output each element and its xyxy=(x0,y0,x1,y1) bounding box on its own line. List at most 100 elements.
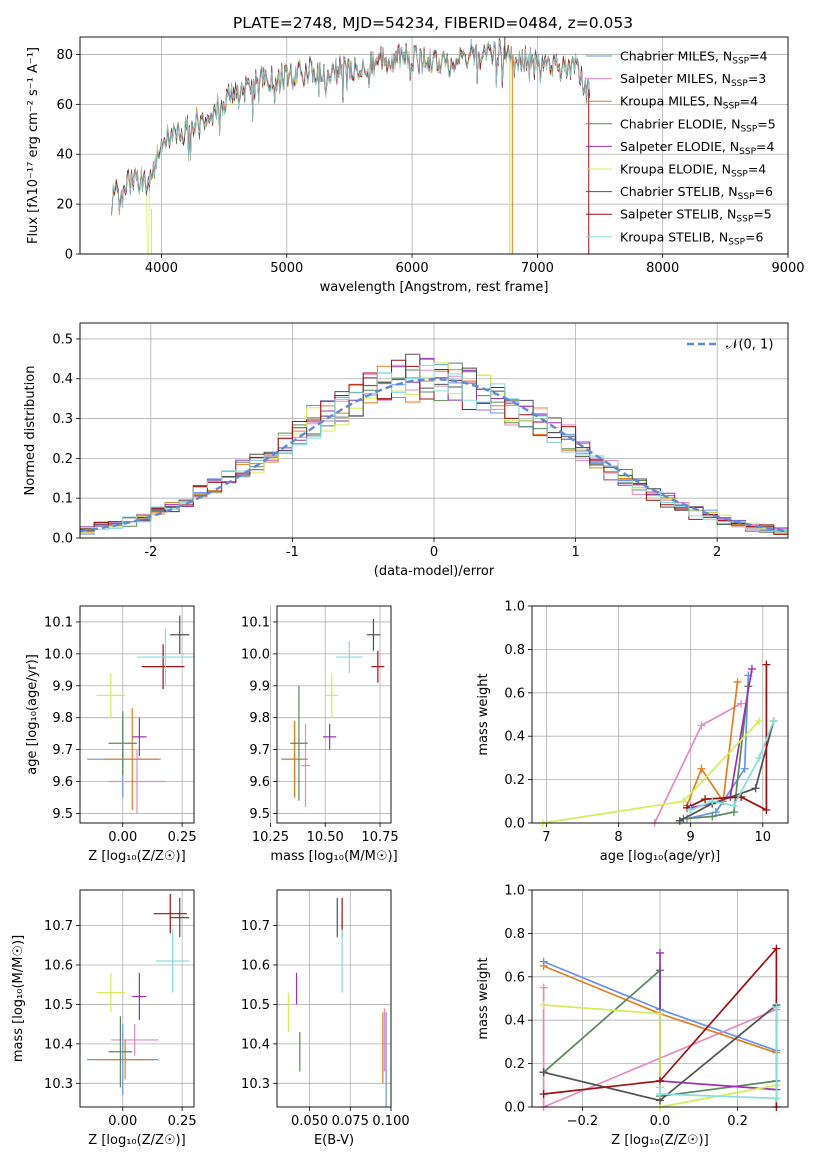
y-tick-label: 0.5 xyxy=(52,332,73,347)
series-marker xyxy=(656,1009,664,1018)
y-tick-label: 0.2 xyxy=(504,1057,525,1072)
legend-label: Chabrier MILES, NSSP=4 xyxy=(620,49,768,67)
series-marker xyxy=(740,764,749,773)
series-line xyxy=(686,681,739,806)
y-tick-label: 9.5 xyxy=(52,807,73,822)
y-tick-label: 10.6 xyxy=(44,958,73,973)
x-tick-label: 0.25 xyxy=(168,1114,197,1129)
data-point xyxy=(96,673,126,718)
y-tick-label: 0.2 xyxy=(504,773,525,788)
series-line xyxy=(686,675,750,820)
series-marker xyxy=(656,1089,664,1098)
mass-weight-vs-metallicity-panel: −0.2 0.0 0.2 0.0 0.2 0.4 0.6 0.8 1.0 Z [log₁₀(Z/Z… xyxy=(476,884,789,1148)
y-axis-label: mass [log₁₀(M/M☉)] xyxy=(11,935,26,1062)
y-tick-label: 10.7 xyxy=(241,919,270,934)
residual-panel: -2 -1 0 1 2 0.0 0.1 0.2 0.3 0.4 0.5 (data-model)/er… xyxy=(23,322,789,579)
y-tick-label: 9.7 xyxy=(249,743,270,758)
y-tick-label: 0 xyxy=(65,248,73,263)
y-tick-label: 0.6 xyxy=(504,686,525,701)
series-marker xyxy=(751,784,760,793)
y-tick-label: 60 xyxy=(56,98,73,113)
x-tick-label: −0.2 xyxy=(567,1114,599,1129)
age-vs-metallicity-panel: 0.00 0.25 9.5 9.6 9.7 9.8 9.9 10.0 10.1 Z [log₁₀(… xyxy=(25,605,197,864)
y-tick-label: 9.6 xyxy=(249,775,270,790)
legend-label: Chabrier STELIB, NSSP=6 xyxy=(620,184,773,202)
mass-weight-vs-age-panel: 7 8 9 10 0.0 0.2 0.4 0.6 0.8 1.0 age [log₁₀(age/yr… xyxy=(476,600,789,864)
axes-frame xyxy=(79,36,789,255)
x-tick-label: 0.2 xyxy=(727,1114,748,1129)
series-marker xyxy=(679,797,688,806)
x-tick-label: 4000 xyxy=(145,261,178,276)
plot-area xyxy=(80,890,194,1107)
points xyxy=(287,897,387,1107)
x-tick-label: 0 xyxy=(430,545,438,560)
series-marker xyxy=(755,717,764,726)
y-tick-label: 9.5 xyxy=(249,807,270,822)
y-tick-label: 1.0 xyxy=(504,884,525,899)
series-marker xyxy=(539,983,548,992)
y-tick-label: 0.6 xyxy=(504,970,525,985)
y-tick-label: 0.4 xyxy=(52,372,73,387)
series-marker xyxy=(539,1001,548,1010)
y-tick-label: 0.0 xyxy=(504,1101,525,1116)
y-tick-label: 10.4 xyxy=(241,1037,270,1052)
y-tick-label: 0.8 xyxy=(504,927,525,942)
legend-label: Salpeter STELIB, NSSP=5 xyxy=(620,207,772,225)
series-line xyxy=(683,686,750,820)
x-tick-label: 0.00 xyxy=(108,1114,137,1129)
mass-vs-extinction-panel: 0.050 0.075 0.100 10.3 10.4 10.5 10.6 10.7 E(B-V… xyxy=(241,889,410,1148)
x-tick-label: 2 xyxy=(713,545,721,560)
y-tick-label: 40 xyxy=(56,148,73,163)
x-axis-label: E(B-V) xyxy=(314,1133,354,1148)
y-tick-label: 1.0 xyxy=(504,600,525,615)
axes-frame xyxy=(531,889,789,1108)
y-tick-label: 10.4 xyxy=(44,1037,73,1052)
y-tick-label: 10.0 xyxy=(241,647,270,662)
x-tick-label: -2 xyxy=(144,545,157,560)
x-tick-label: 0.075 xyxy=(332,1114,369,1129)
x-axis-label: Z [log₁₀(Z/Z☉)] xyxy=(611,1133,708,1148)
data-point xyxy=(110,1024,159,1056)
data-point xyxy=(325,673,339,718)
data-point xyxy=(141,644,185,689)
spectrum-panel: 4000 5000 6000 7000 8000 9000 0 20 40 60 80 PLATE=2… xyxy=(26,14,805,295)
series-marker xyxy=(697,721,706,730)
data-point xyxy=(301,724,310,808)
series-marker xyxy=(747,664,756,673)
data-point xyxy=(156,929,190,993)
x-axis-label: age [log₁₀(age/yr)] xyxy=(600,849,721,864)
data-point xyxy=(153,893,187,934)
series-marker xyxy=(772,1003,781,1012)
axes-frame xyxy=(79,889,195,1108)
series-marker xyxy=(675,816,684,825)
legend-label: Salpeter MILES, NSSP=3 xyxy=(620,71,766,89)
series-marker xyxy=(755,753,764,762)
x-tick-label: 6000 xyxy=(396,261,429,276)
legend: 𝒩(0, 1) xyxy=(687,338,773,353)
legend-label: Kroupa MILES, NSSP=4 xyxy=(620,94,758,112)
series-marker xyxy=(762,805,771,814)
axes-frame xyxy=(79,322,789,539)
x-tick-label: 10.25 xyxy=(252,830,289,845)
y-tick-label: 10.0 xyxy=(44,647,73,662)
data-point xyxy=(323,724,337,750)
x-tick-label: 8 xyxy=(614,830,622,845)
y-axis-label: Normed distribution xyxy=(23,366,38,496)
data-point xyxy=(103,708,161,811)
x-tick-label: 1 xyxy=(571,545,579,560)
data-point xyxy=(170,615,190,654)
y-tick-label: 0.2 xyxy=(52,452,73,467)
y-axis-label: mass weight xyxy=(476,673,491,755)
series-marker xyxy=(772,944,781,953)
series-marker xyxy=(772,1094,781,1103)
grid xyxy=(270,606,391,823)
y-tick-label: 9.6 xyxy=(52,775,73,790)
legend-label: Kroupa ELODIE, NSSP=4 xyxy=(620,162,766,180)
legend-label: Kroupa STELIB, NSSP=6 xyxy=(620,229,764,247)
points xyxy=(87,615,194,814)
y-axis-label: mass weight xyxy=(476,957,491,1039)
data-point xyxy=(170,897,190,938)
series-marker xyxy=(686,805,695,814)
data-point xyxy=(108,711,137,776)
x-tick-label: 10.50 xyxy=(307,830,344,845)
